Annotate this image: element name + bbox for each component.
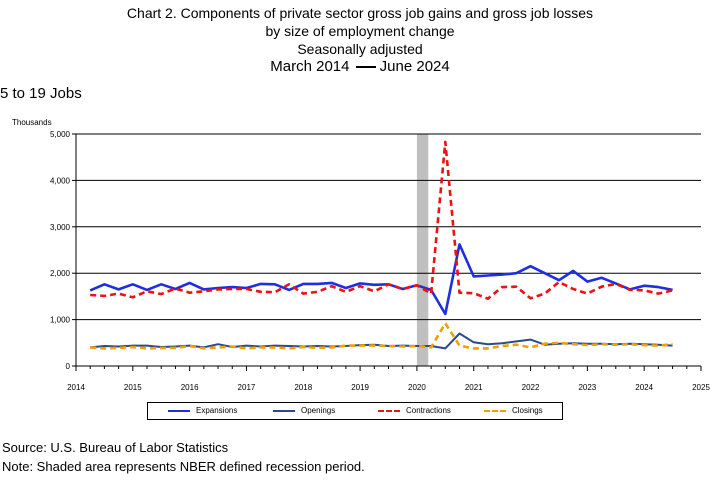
period-end: June 2024 — [379, 58, 450, 75]
x-tick-label-5: 2019 — [351, 383, 369, 392]
series-line-closings — [90, 321, 673, 350]
x-tick-label-0: 2014 — [67, 383, 85, 392]
legend-label-openings: Openings — [301, 406, 336, 415]
legend-label-expansions: Expansions — [196, 406, 238, 415]
x-axis-ticks: 2014 2015 2016 2017 2018 2019 2020 2021 2022 2023… — [67, 366, 710, 392]
title-line-3: Seasonally adjusted — [297, 41, 423, 57]
x-tick-label-1: 2015 — [124, 383, 142, 392]
x-tick-label-11: 2025 — [692, 383, 710, 392]
legend-swatch-expansions — [168, 410, 190, 412]
x-tick-label-8: 2022 — [522, 383, 540, 392]
y-axis-ticks: 0 1,000 2,000 3,000 4,000 5,000 — [50, 130, 76, 371]
plot-area — [76, 134, 701, 366]
x-tick-label-7: 2021 — [465, 383, 483, 392]
period-start: March 2014 — [270, 58, 350, 75]
y-tick-label-2: 2,000 — [50, 269, 71, 278]
x-tick-label-2: 2016 — [181, 383, 199, 392]
chart-title: Chart 2. Components of private sector gr… — [0, 4, 720, 76]
y-tick-label-0: 0 — [66, 362, 71, 371]
x-tick-label-6: 2020 — [408, 383, 426, 392]
recession-note: Note: Shaded area represents NBER define… — [2, 459, 365, 474]
series-group — [89, 140, 673, 350]
title-line-2: by size of employment change — [265, 23, 455, 39]
x-tick-label-3: 2017 — [238, 383, 256, 392]
x-tick-label-4: 2018 — [294, 383, 312, 392]
recession-band — [416, 134, 429, 366]
y-tick-label-3: 3,000 — [50, 223, 71, 232]
series-line-contractions — [90, 140, 673, 301]
source-note: Source: U.S. Bureau of Labor Statistics — [2, 440, 229, 455]
y-axis-units-label: Thousands — [12, 118, 52, 127]
series-line-expansions — [89, 243, 673, 316]
title-line-1: Chart 2. Components of private sector gr… — [126, 5, 594, 21]
title-period: March 2014 June 2024 — [0, 58, 720, 76]
legend-label-contractions: Contractions — [406, 406, 451, 415]
x-tick-label-9: 2023 — [578, 383, 596, 392]
legend-swatch-closings — [484, 410, 506, 412]
legend-swatch-contractions — [378, 410, 400, 412]
section-label: 5 to 19 Jobs — [0, 85, 82, 102]
y-tick-label-4: 4,000 — [50, 176, 71, 185]
period-dash — [355, 66, 376, 69]
legend-label-closings: Closings — [512, 406, 543, 415]
y-tick-label-5: 5,000 — [50, 130, 71, 139]
legend-swatch-openings — [273, 410, 295, 412]
gridlines — [76, 133, 701, 321]
y-tick-label-1: 1,000 — [50, 316, 71, 325]
legend: Expansions Openings Contractions Closing… — [147, 402, 563, 420]
x-tick-label-10: 2024 — [635, 383, 653, 392]
